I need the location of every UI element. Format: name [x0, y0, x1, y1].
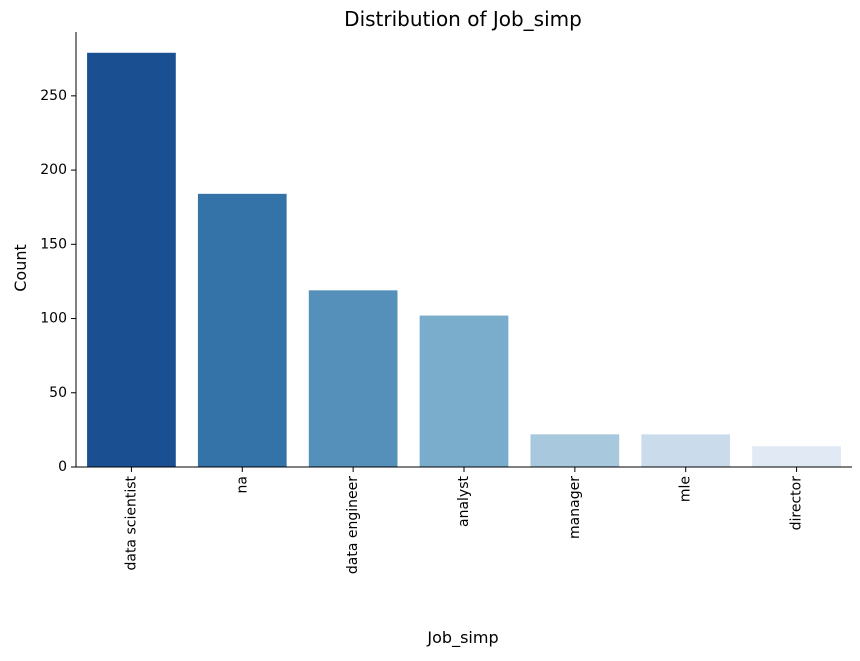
chart-title: Distribution of Job_simp	[344, 7, 582, 31]
bar-mle	[641, 434, 731, 467]
x-ticks-group: data scientist na data engineer analyst mana…	[123, 467, 805, 574]
x-tick-label: data engineer	[345, 476, 361, 574]
y-tick-label: 250	[40, 88, 67, 104]
bar-data-scientist	[87, 52, 176, 467]
bar-data-engineer	[308, 290, 398, 467]
x-tick-label: manager	[567, 476, 583, 539]
y-tick-label: 200	[40, 162, 67, 178]
y-ticks-group: 0 50 100 150 200 250	[40, 88, 76, 475]
x-tick-label: analyst	[456, 476, 472, 528]
bar-manager	[530, 434, 620, 467]
y-tick-label: 150	[40, 236, 67, 252]
y-tick-label: 100	[40, 311, 67, 327]
x-tick-label: director	[789, 476, 805, 531]
y-tick-label: 0	[58, 459, 67, 475]
y-axis-label: Count	[11, 244, 30, 292]
x-tick-label: na	[234, 476, 250, 493]
bar-director	[752, 446, 841, 467]
x-tick-label: data scientist	[123, 475, 139, 570]
x-tick-label: mle	[678, 476, 694, 502]
x-axis-label: Job_simp	[426, 628, 498, 648]
bars-group	[87, 52, 841, 467]
bar-analyst	[419, 315, 509, 467]
y-tick-label: 50	[49, 385, 67, 401]
bar-na	[197, 193, 287, 467]
